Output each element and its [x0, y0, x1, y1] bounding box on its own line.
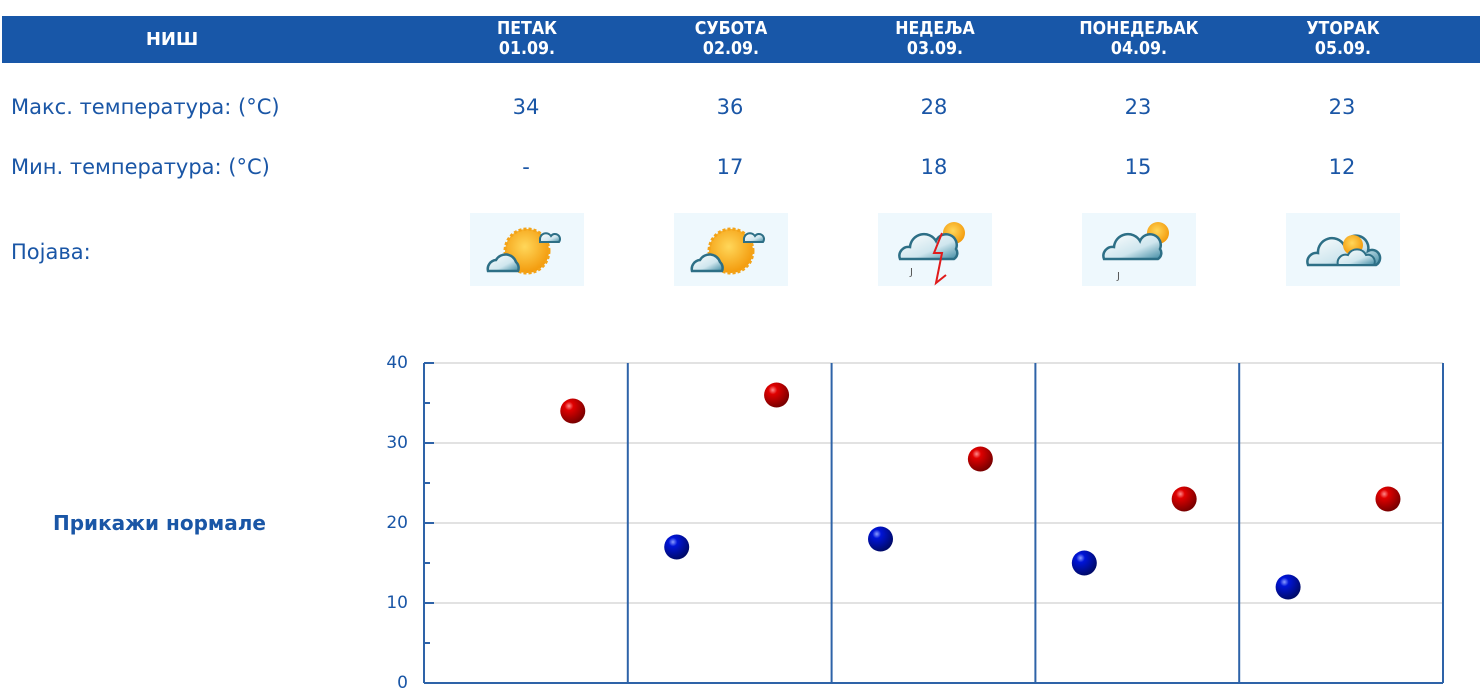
min-temp-value: 15: [1124, 155, 1152, 179]
max-temp-value: 23: [1328, 95, 1356, 119]
max-temp-value: 36: [716, 95, 744, 119]
day-name: НЕДЕЉА: [895, 18, 975, 39]
y-tick-label: 30: [386, 433, 408, 453]
max-temp-marker: [1171, 486, 1197, 512]
y-tick-label: 0: [397, 673, 408, 693]
cloudy-light-rain-sun-icon: J: [1082, 213, 1196, 286]
day-date: 05.09.: [1314, 38, 1372, 59]
max-temp-marker: [1375, 486, 1401, 512]
cloudy-sun-icon: [1286, 213, 1400, 286]
min-temp-label: Мин. температура: (°C): [11, 155, 270, 179]
chart-grid: [424, 362, 1443, 604]
show-normals-link[interactable]: Прикажи нормале: [53, 511, 266, 535]
min-temp-marker: [868, 526, 894, 552]
svg-text:J: J: [1116, 271, 1120, 282]
day-header-2: СУБОТА 02.09.: [643, 19, 819, 59]
phenomenon-label: Појава:: [11, 240, 91, 264]
thunderstorm-sun-icon: J: [878, 213, 992, 286]
max-temp-value: 28: [920, 95, 948, 119]
min-temp-marker: [1071, 550, 1097, 576]
svg-text:J: J: [909, 267, 913, 278]
day-header-1: ПЕТАК 01.09.: [439, 19, 615, 59]
day-date: 03.09.: [906, 38, 964, 59]
max-temp-label: Макс. температура: (°C): [11, 95, 280, 119]
day-header-4: ПОНЕДЕЉАК 04.09.: [1051, 19, 1227, 59]
day-name: ПОНЕДЕЉАК: [1079, 18, 1199, 39]
min-temp-value: 18: [920, 155, 948, 179]
min-temp-marker: [664, 534, 690, 560]
day-name: СУБОТА: [694, 18, 768, 39]
max-temp-marker: [967, 446, 993, 472]
min-temp-value: 17: [716, 155, 744, 179]
day-date: 01.09.: [498, 38, 556, 59]
min-temp-marker: [1275, 574, 1301, 600]
day-header-3: НЕДЕЉА 03.09.: [847, 19, 1023, 59]
day-date: 04.09.: [1110, 38, 1168, 59]
chart-axes: [423, 362, 1444, 684]
sun-partly-cloudy-icon: [674, 213, 788, 286]
y-tick-label: 40: [386, 353, 408, 373]
forecast-header: НИШ ПЕТАК 01.09. СУБОТА 02.09. НЕДЕЉА 03…: [2, 16, 1480, 63]
max-temp-marker: [560, 398, 586, 424]
day-name: УТОРАК: [1306, 18, 1380, 39]
day-date: 02.09.: [702, 38, 760, 59]
min-temp-value: -: [522, 155, 530, 179]
sun-partly-cloudy-icon: [470, 213, 584, 286]
city-name: НИШ: [145, 29, 199, 50]
chart-points: [560, 382, 1401, 600]
max-temp-marker: [764, 382, 790, 408]
day-header-5: УТОРАК 05.09.: [1255, 19, 1431, 59]
max-temp-value: 23: [1124, 95, 1152, 119]
y-tick-label: 10: [386, 593, 408, 613]
max-temp-value: 34: [512, 95, 540, 119]
day-name: ПЕТАК: [496, 18, 558, 39]
min-temp-value: 12: [1328, 155, 1356, 179]
y-tick-label: 20: [386, 513, 408, 533]
